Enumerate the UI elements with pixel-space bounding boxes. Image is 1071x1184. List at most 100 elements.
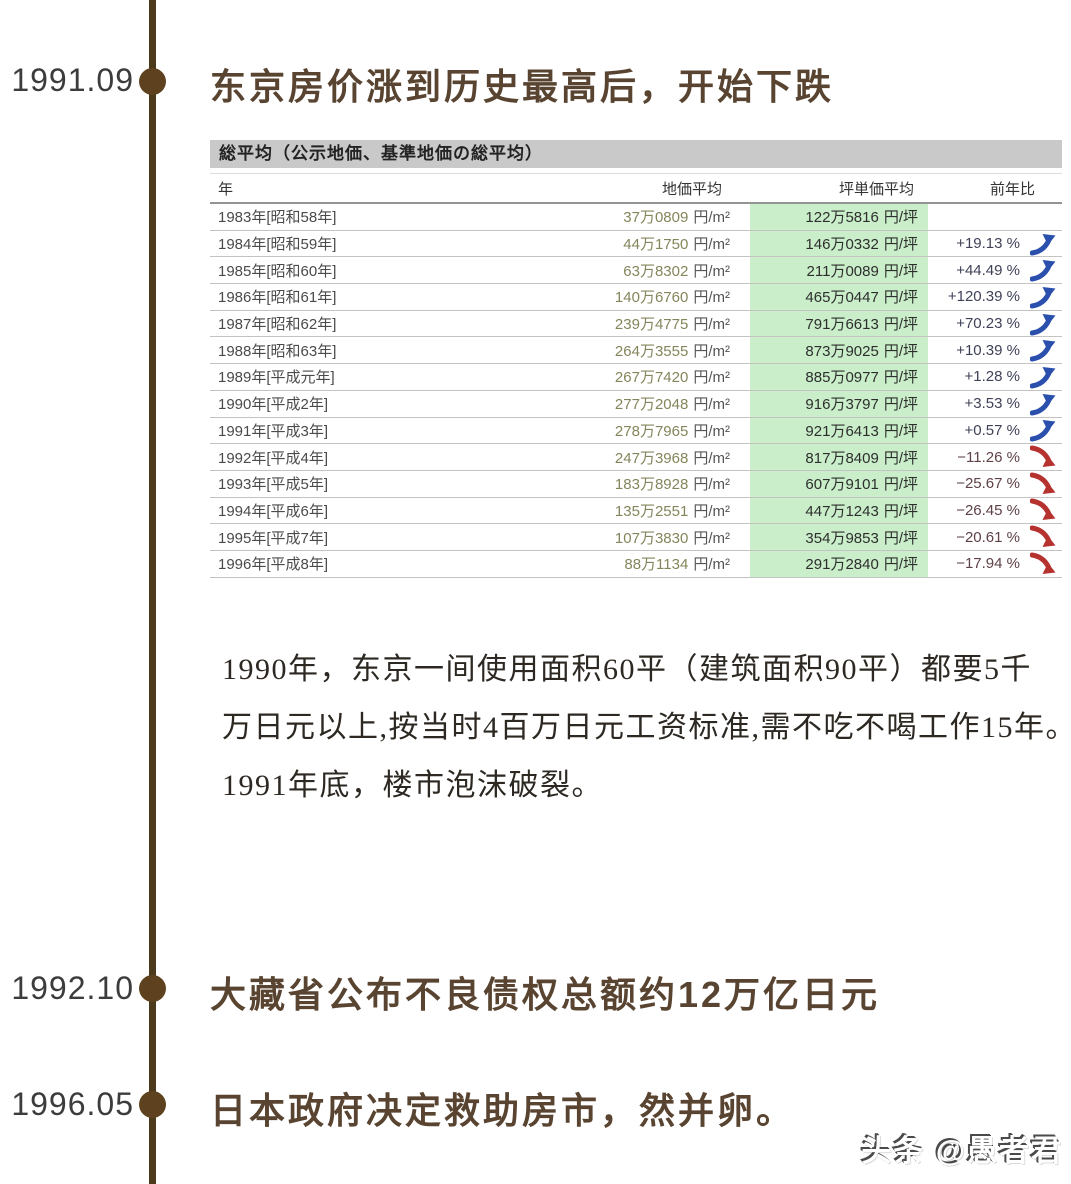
cell-land-avg: 63万8302 円/m² [623,262,730,280]
cell-year: 1985年[昭和60年] [218,262,337,280]
cell-trend-arrow [1020,498,1062,524]
cell-land-avg: 183万8928 円/m² [614,476,730,494]
cell-trend-arrow [1020,418,1062,444]
cell-trend-arrow [1020,444,1062,470]
trend-up-icon [1030,393,1056,416]
column-gap [730,337,750,363]
cell-tsubo-avg: 921万6413 円/坪 [750,417,928,444]
cell-trend-arrow [1020,204,1062,230]
cell-year: 1996年[平成8年] [218,556,329,574]
cell-year: 1995年[平成7年] [218,529,329,547]
trend-up-icon [1030,233,1056,256]
column-gap [730,204,750,230]
cell-yoy: +19.13 % [956,235,1020,253]
cell-trend-arrow [1020,364,1062,390]
cell-land-avg: 44万1750 円/m² [623,236,730,254]
trend-up-icon [1030,340,1056,362]
cell-yoy: −11.26 % [957,448,1020,466]
table-row: 1988年[昭和63年] 264万3555 円/m² 873万9025 円/坪 +10.3… [210,337,1062,365]
cell-year: 1993年[平成5年] [218,476,329,494]
table-row: 1990年[平成2年] 277万2048 円/m² 916万3797 円/坪 +3.53 … [210,390,1062,418]
cell-yoy: −26.45 % [956,501,1020,519]
timeline-line [149,0,156,1184]
cell-year: 1983年[昭和58年] [218,209,337,227]
cell-tsubo-avg: 791万6613 円/坪 [750,310,928,337]
cell-yoy: +44.49 % [956,261,1020,279]
cell-tsubo-avg: 465万0447 円/坪 [750,284,928,310]
land-price-table: 総平均（公示地価、基準地価の総平均） 年 地価平均 坪単価平均 前年比 1983… [210,140,1062,578]
cell-trend-arrow [1020,231,1062,257]
column-gap [730,524,750,550]
cell-yoy: −17.94 % [956,555,1020,573]
cell-year: 1991年[平成3年] [218,422,329,440]
cell-tsubo-avg: 607万9101 円/坪 [750,470,928,497]
trend-down-icon [1030,552,1056,574]
column-gap [730,311,750,337]
cell-land-avg: 107万3830 円/m² [614,529,730,547]
trend-up-icon [1030,313,1056,336]
trend-down-icon [1030,472,1056,494]
timeline-title-1992-10: 大藏省公布不良债权总额约12万亿日元 [210,974,881,1015]
cell-year: 1994年[平成6年] [218,502,329,520]
cell-tsubo-avg: 291万2840 円/坪 [750,550,928,577]
column-gap [730,444,750,470]
cell-trend-arrow [1020,471,1062,497]
cell-land-avg: 140万6760 円/m² [614,289,730,307]
cell-tsubo-avg: 122万5816 円/坪 [750,204,928,230]
trend-down-icon [1030,525,1056,548]
paragraph-line: 1990年，东京一间使用面积60平（建筑面积90平）都要5千 [222,653,1032,686]
table-row: 1996年[平成8年] 88万1134 円/m² 291万2840 円/坪 −17.94 … [210,550,1062,578]
column-header-year: 年 [218,180,234,198]
cell-yoy: −20.61 % [956,528,1020,546]
timeline-date-1992-10: 1992.10 [11,970,134,1006]
cell-trend-arrow [1020,311,1062,337]
cell-land-avg: 88万1134 円/m² [624,556,730,574]
paragraph-line: 1991年底，楼市泡沫破裂。 [222,769,603,802]
cell-yoy: +70.23 % [956,315,1020,333]
table-row: 1991年[平成3年] 278万7965 円/m² 921万6413 円/坪 +0.57 … [210,417,1062,445]
cell-tsubo-avg: 211万0089 円/坪 [750,257,928,284]
table-row: 1995年[平成7年] 107万3830 円/m² 354万9853 円/坪 −20.61… [210,524,1062,551]
timeline-date-1996-05: 1996.05 [11,1086,134,1122]
column-gap [730,551,750,577]
column-gap [730,364,750,390]
table-row: 1989年[平成元年] 267万7420 円/m² 885万0977 円/坪 +1.28 … [210,364,1062,391]
cell-land-avg: 277万2048 円/m² [614,396,730,414]
cell-tsubo-avg: 817万8409 円/坪 [750,444,928,470]
trend-up-icon [1030,260,1056,282]
timeline-dot-icon [139,975,166,1002]
timeline-dot-icon [139,68,166,95]
cell-trend-arrow [1020,284,1062,310]
column-gap [730,257,750,283]
body-paragraph: 1990年，东京一间使用面积60平（建筑面积90平）都要5千 万日元以上,按当时… [222,641,1071,815]
column-header-yoy: 前年比 [989,180,1035,198]
table-row: 1993年[平成5年] 183万8928 円/m² 607万9101 円/坪 −25.67… [210,470,1062,498]
cell-trend-arrow [1020,257,1062,283]
cell-tsubo-avg: 354万9853 円/坪 [750,524,928,550]
table-row: 1987年[昭和62年] 239万4775 円/m² 791万6613 円/坪 +70.2… [210,310,1062,338]
cell-yoy: +3.53 % [964,395,1020,413]
cell-yoy: +1.28 % [964,368,1020,386]
cell-trend-arrow [1020,337,1062,363]
cell-tsubo-avg: 873万9025 円/坪 [750,337,928,364]
cell-year: 1988年[昭和63年] [218,342,337,360]
cell-land-avg: 267万7420 円/m² [614,369,730,387]
column-header-land-avg: 地価平均 [661,180,722,198]
cell-year: 1989年[平成元年] [218,369,335,387]
cell-trend-arrow [1020,524,1062,550]
trend-up-icon [1030,366,1056,389]
cell-yoy: +0.57 % [964,421,1020,439]
timeline-title-1996-05: 日本政府决定救助房市，然并卵。 [210,1090,796,1131]
trend-down-icon [1030,445,1056,468]
cell-yoy [928,204,1020,230]
column-gap [730,418,750,444]
cell-yoy: +120.39 % [947,288,1020,306]
cell-tsubo-avg: 916万3797 円/坪 [750,390,928,417]
column-gap [730,231,750,257]
cell-tsubo-avg: 447万1243 円/坪 [750,497,928,524]
column-gap [730,284,750,310]
cell-land-avg: 239万4775 円/m² [614,316,730,334]
cell-year: 1986年[昭和61年] [218,289,337,307]
trend-up-icon [1030,420,1056,442]
cell-land-avg: 247万3968 円/m² [614,449,730,467]
